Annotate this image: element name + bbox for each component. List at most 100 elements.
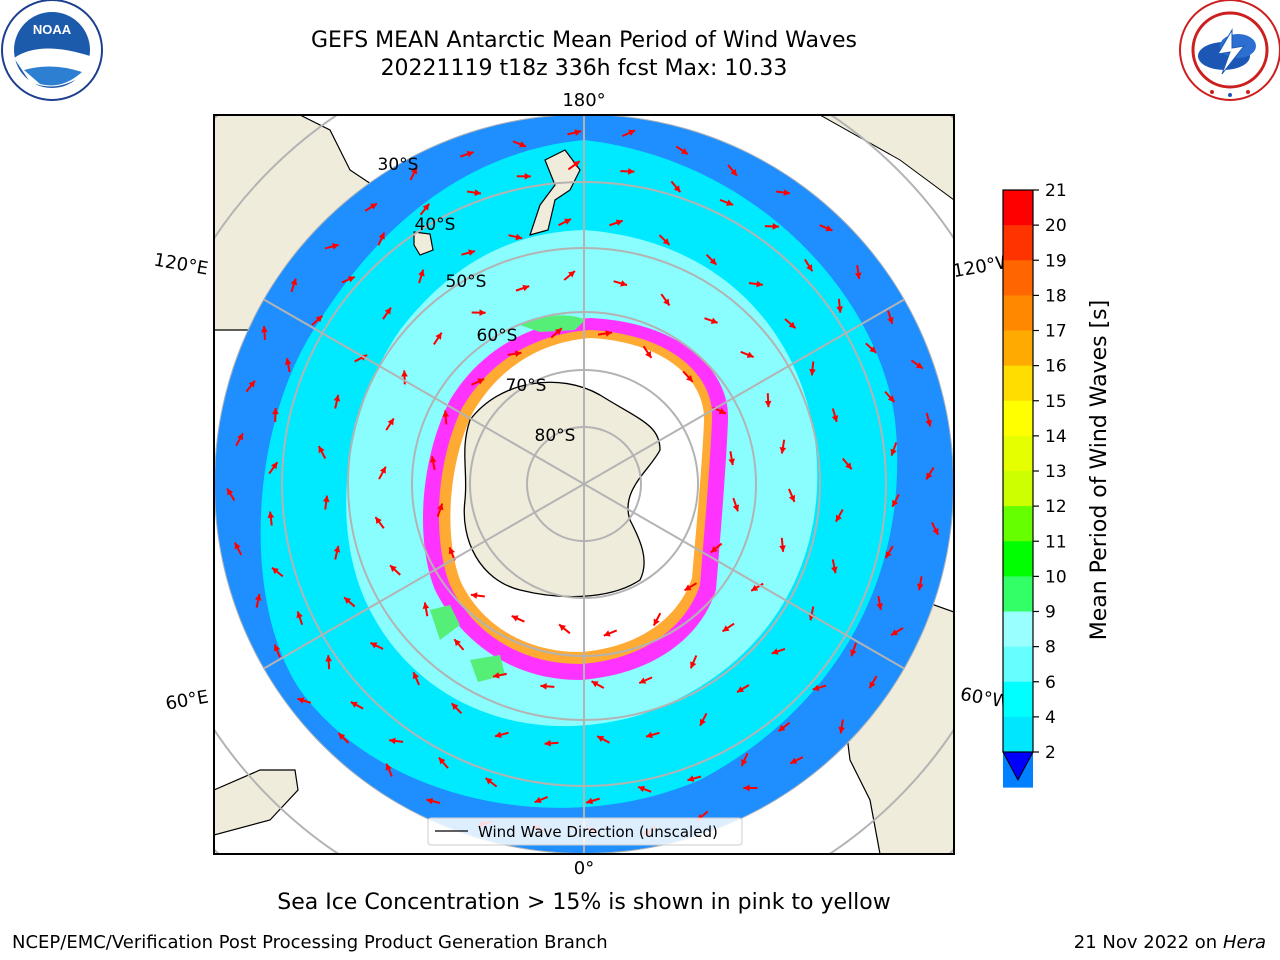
colorbar-tick-label: 11: [1045, 532, 1067, 552]
wave-arrow: [868, 675, 878, 689]
wave-arrow: [567, 129, 582, 136]
colorbar-ticks: 21 20 19 18 17 16 15 14 13 12 11 10 9 8 6 4 2: [1033, 181, 1067, 763]
wave-arrow: [272, 407, 279, 422]
wave-arrow: [809, 361, 816, 376]
colorbar-swatch: [1003, 681, 1033, 718]
wave-arrow: [544, 739, 559, 747]
wave-arrow: [819, 224, 833, 232]
wave-arrow: [450, 702, 463, 714]
wave-arrow: [296, 611, 304, 626]
wave-arrow: [887, 310, 894, 325]
wave-arrow: [422, 602, 430, 617]
wave-arrow: [385, 417, 395, 431]
wave-arrow: [682, 370, 694, 383]
wave-arrow: [876, 595, 884, 611]
noaa-logo-text: NOAA: [33, 22, 72, 37]
wave-arrow: [235, 432, 244, 447]
wave-arrow: [925, 466, 935, 480]
wave-arrow: [675, 145, 689, 156]
wave-arrow: [471, 377, 485, 386]
wave-arrow: [418, 269, 425, 284]
wave-arrow: [771, 647, 786, 655]
lon-label-60e: 60°E: [164, 686, 210, 714]
colorbar-swatch: [1003, 646, 1033, 683]
wave-arrow: [705, 254, 718, 266]
colorbar-swatch: [1003, 260, 1033, 296]
wave-arrow: [284, 357, 292, 373]
wave-arrow: [670, 180, 682, 193]
wave-arrow: [689, 655, 698, 669]
wave-arrow: [596, 735, 610, 744]
wave-arrow: [341, 275, 356, 284]
wave-arrow: [261, 325, 268, 341]
colorbar-tick-label: 20: [1045, 216, 1067, 236]
wave-arrow: [426, 797, 441, 805]
wave-arrow: [884, 390, 896, 403]
wave-arrow: [850, 642, 857, 657]
wave-arrow: [268, 461, 279, 475]
lat-label-80s: 80°S: [535, 426, 576, 446]
antarctica-landmass: [463, 381, 661, 598]
wave-arrow: [466, 189, 482, 196]
wave-arrow: [740, 752, 749, 767]
wave-arrow: [511, 615, 525, 623]
lat-label-30s: 30°S: [378, 155, 419, 175]
wave-direction-arrows: [226, 129, 940, 836]
wave-arrow: [788, 488, 796, 503]
pacific-island-landmass: [818, 115, 954, 201]
wave-arrow: [461, 249, 476, 256]
wave-arrow: [317, 445, 327, 459]
wave-arrow: [777, 721, 791, 733]
wave-arrow: [516, 172, 531, 180]
colorbar-tick-label: 13: [1045, 462, 1067, 482]
wave-arrow: [597, 330, 613, 337]
wave-arrow: [732, 497, 740, 512]
wave-arrow: [812, 684, 827, 692]
wave-arrow: [683, 582, 698, 592]
colorbar-tick-label: 4: [1045, 708, 1056, 728]
wave-arrow: [736, 684, 750, 694]
wave-arrow: [728, 451, 736, 466]
wave-arrow: [377, 232, 386, 246]
wave-arrow: [710, 542, 723, 554]
wave-arrow: [748, 280, 763, 288]
wave-arrow: [784, 318, 797, 330]
wave-arrow: [836, 298, 844, 313]
wave-arrow: [389, 564, 401, 576]
colorbar-tick-label: 21: [1045, 181, 1067, 201]
wave-arrow: [459, 150, 474, 158]
colorbar-swatch: [1003, 716, 1033, 753]
colorbar-tick-label: 9: [1045, 603, 1056, 623]
lon-label-180: 180°: [562, 90, 605, 111]
wave-arrow: [567, 160, 581, 171]
wave-arrow: [743, 784, 758, 792]
wave-arrow: [515, 284, 530, 292]
wave-arrow: [558, 623, 571, 635]
wave-arrow: [890, 627, 904, 637]
wave-arrow: [433, 332, 443, 345]
colorbar: 21 20 19 18 17 16 15 14 13 12 11 10 9 8 6 4 2 Mean Perio…: [1002, 181, 1112, 788]
colorbar-swatches: [1003, 190, 1033, 788]
map-frame: [213, 114, 955, 855]
wave-arrow: [453, 638, 465, 651]
wave-arrow: [764, 223, 779, 230]
lat-label-40s: 40°S: [415, 215, 456, 235]
wave-arrow: [494, 731, 509, 739]
wave-arrow: [470, 592, 485, 599]
colorbar-swatch: [1003, 576, 1033, 612]
lat-label-70s: 70°S: [506, 376, 547, 396]
wave-arrow: [311, 314, 324, 326]
wave-arrow: [233, 542, 243, 556]
wave-arrow: [374, 516, 385, 529]
wave-arrow: [297, 697, 312, 704]
latitude-labels: 30°S 40°S 50°S 60°S 70°S 80°S: [378, 155, 576, 446]
wave-arrow: [409, 166, 418, 181]
wave-arrow: [831, 408, 839, 423]
wave-arrow: [910, 359, 924, 370]
wave-arrow: [687, 775, 702, 782]
lon-label-120e: 120°E: [152, 249, 210, 279]
wave-arrow: [620, 168, 635, 175]
colorbar-swatch: [1003, 541, 1033, 577]
colorbar-swatch: [1003, 190, 1033, 226]
wave-arrow: [838, 719, 845, 734]
